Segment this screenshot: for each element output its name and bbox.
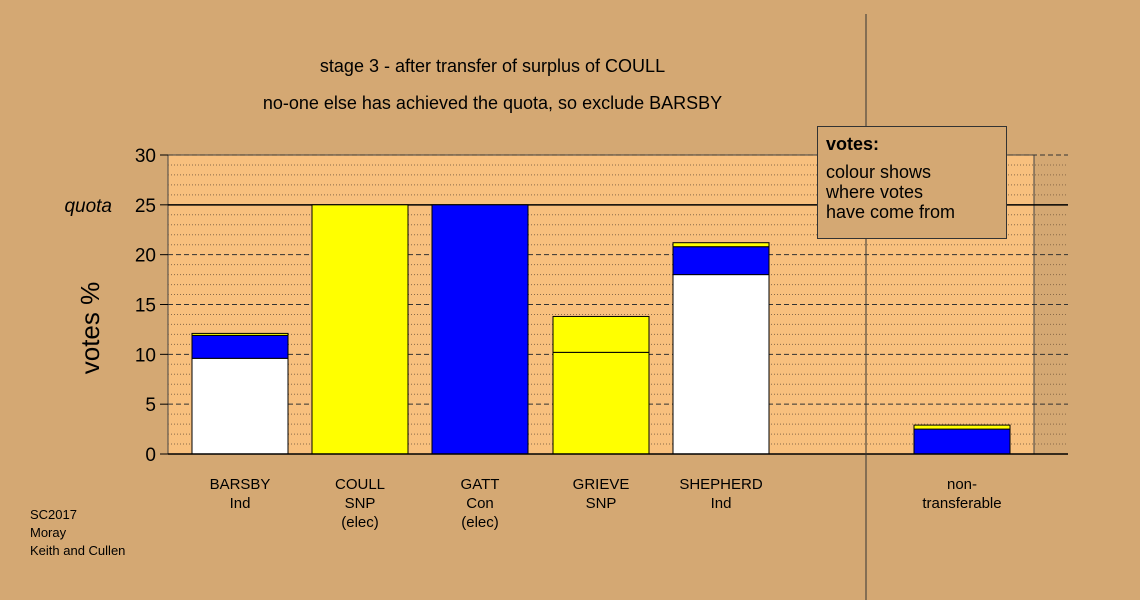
category-label: BARSBY (210, 476, 271, 493)
bar-segment (672, 242, 770, 248)
credit-line-ward: Keith and Cullen (30, 543, 126, 558)
bar-segment (191, 357, 289, 455)
category-label: (elec) (341, 514, 379, 531)
legend-line-1: colour shows (826, 162, 932, 182)
y-tick-label: 5 (145, 395, 156, 416)
category-label: GATT (461, 476, 500, 493)
credit-block: SC2017 Moray Keith and Cullen (30, 506, 125, 560)
bar-segment (191, 332, 289, 336)
chart-subtitle: no-one else has achieved the quota, so e… (262, 93, 723, 113)
category-label: (elec) (461, 514, 499, 531)
category-label: SHEPHERD (679, 476, 763, 493)
bar-segment (431, 204, 529, 455)
legend-line-3: have come from (826, 202, 956, 222)
category-label: transferable (922, 495, 1001, 512)
category-label: SNP (586, 495, 617, 512)
y-tick-label: 30 (135, 146, 156, 167)
legend-line-2: where votes (826, 182, 924, 202)
bar-segment (672, 246, 770, 276)
y-tick-label: 10 (135, 345, 156, 366)
bar-segment (552, 315, 650, 353)
credit-line-election: SC2017 (30, 507, 77, 522)
quota-label: quota (64, 196, 112, 217)
bar-segment (311, 204, 409, 455)
y-tick-label: 20 (135, 246, 156, 267)
bar-segment (552, 351, 650, 455)
bar-segment (191, 334, 289, 359)
category-label: SNP (345, 495, 376, 512)
credit-line-council: Moray (30, 525, 67, 540)
category-label: non- (947, 476, 977, 493)
y-tick-label: 25 (135, 196, 156, 217)
y-tick-label: 0 (145, 445, 156, 466)
bar-segment (913, 424, 1011, 430)
category-label: Ind (711, 495, 732, 512)
y-tick-label: 15 (135, 296, 156, 317)
bar-segment (913, 428, 1011, 455)
category-label: Con (466, 495, 494, 512)
y-axis-label: votes % (75, 282, 105, 375)
legend-box: votes: colour shows where votes have com… (817, 126, 1007, 239)
category-label: COULL (335, 476, 385, 493)
category-label: GRIEVE (573, 476, 630, 493)
chart-title: stage 3 - after transfer of surplus of C… (319, 56, 666, 76)
bar-segment (672, 274, 770, 455)
category-label: Ind (230, 495, 251, 512)
legend-title: votes: (826, 134, 880, 154)
